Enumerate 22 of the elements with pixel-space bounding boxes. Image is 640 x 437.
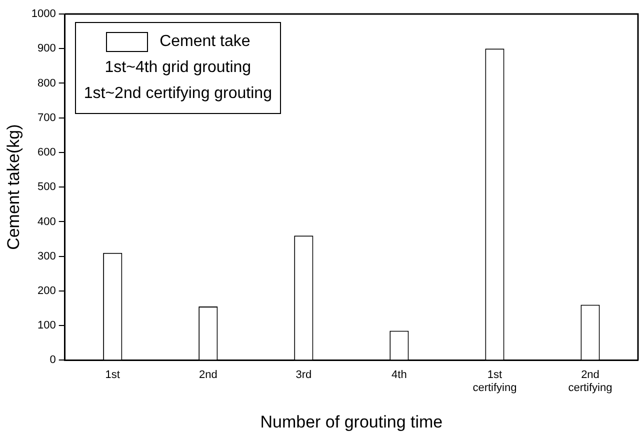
- y-tick-label: 200: [38, 284, 56, 297]
- y-axis-title: Cement take(kg): [4, 124, 23, 250]
- y-tick-label: 300: [38, 250, 56, 262]
- y-tick-label: 400: [38, 216, 56, 228]
- y-tick-label: 0: [50, 354, 56, 366]
- y-tick-label: 1000: [31, 8, 56, 20]
- y-tick-label: 900: [38, 42, 56, 55]
- y-tick-label: 100: [38, 320, 56, 332]
- y-tick-label: 500: [38, 181, 56, 194]
- text: Cement take: [160, 32, 250, 52]
- x-tick-label: 4th: [392, 368, 407, 381]
- x-tick-label: 2nd certifying: [568, 368, 612, 394]
- x-tick-label: 1st certifying: [472, 368, 517, 394]
- x-tick-label: 3rd: [296, 368, 312, 381]
- annotation: 1st~2nd certifying grouting: [84, 84, 272, 104]
- y-tick-label: 800: [38, 77, 56, 90]
- x-axis-title: Number of grouting time: [260, 412, 443, 432]
- x-tick-label: 1st: [105, 368, 120, 381]
- y-tick-label: 700: [38, 112, 56, 124]
- y-tick-label: 600: [38, 146, 56, 159]
- annotation: 1st~4th grid grouting: [104, 58, 252, 78]
- x-tick-label: 2nd: [198, 368, 218, 381]
